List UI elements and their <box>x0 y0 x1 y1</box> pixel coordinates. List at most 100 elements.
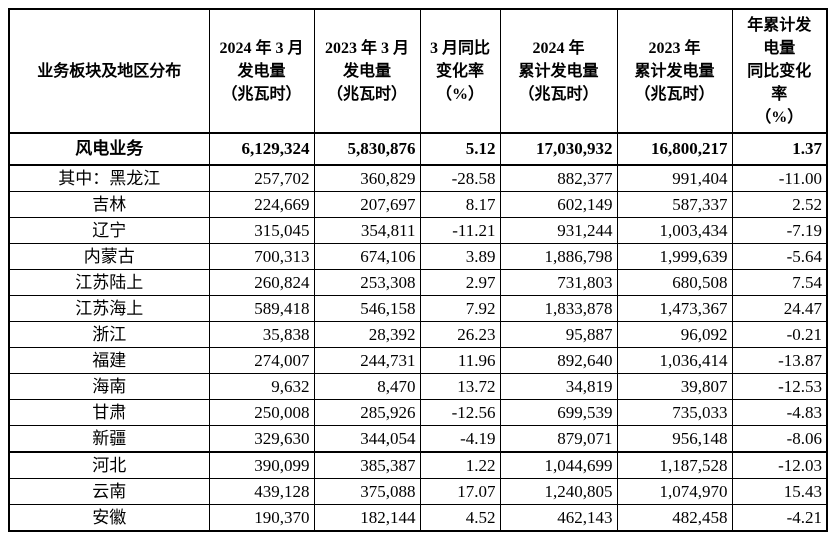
region-label: 云南 <box>8 478 210 505</box>
cell-2023-cumulative-generation: 39,807 <box>616 373 733 400</box>
cell-annual-yoy-change: -4.21 <box>731 504 828 532</box>
cell-annual-yoy-change: -13.87 <box>731 347 828 374</box>
cell-annual-yoy-change: -11.00 <box>731 164 828 192</box>
cell-2024-march-generation: 589,418 <box>208 295 315 322</box>
cell-2023-cumulative-generation: 16,800,217 <box>616 132 733 166</box>
cell-march-yoy-change: 7.92 <box>419 295 501 322</box>
summary-label: 风电业务 <box>8 132 210 166</box>
region-label: 河北 <box>8 451 210 479</box>
cell-2023-march-generation: 385,387 <box>313 451 421 479</box>
cell-2024-cumulative-generation: 1,044,699 <box>499 451 618 479</box>
cell-annual-yoy-change: 2.52 <box>731 191 828 218</box>
cell-march-yoy-change: -12.56 <box>419 399 501 426</box>
cell-2023-cumulative-generation: 1,074,970 <box>616 478 733 505</box>
cell-2024-cumulative-generation: 1,240,805 <box>499 478 618 505</box>
cell-march-yoy-change: 11.96 <box>419 347 501 374</box>
region-label: 江苏海上 <box>8 295 210 322</box>
column-header-2024-cumulative-generation: 2024 年 累计发电量 （兆瓦时） <box>499 8 618 134</box>
cell-2024-march-generation: 9,632 <box>208 373 315 400</box>
cell-2023-march-generation: 8,470 <box>313 373 421 400</box>
cell-2023-march-generation: 674,106 <box>313 243 421 270</box>
cell-annual-yoy-change: -7.19 <box>731 217 828 244</box>
cell-2023-cumulative-generation: 735,033 <box>616 399 733 426</box>
cell-2024-march-generation: 190,370 <box>208 504 315 532</box>
table-row: 内蒙古 700,313 674,106 3.89 1,886,798 1,999… <box>8 243 828 270</box>
column-header-region: 业务板块及地区分布 <box>8 8 210 134</box>
region-label: 甘肃 <box>8 399 210 426</box>
cell-2023-march-generation: 5,830,876 <box>313 132 421 166</box>
table-row: 浙江 35,838 28,392 26.23 95,887 96,092 -0.… <box>8 321 828 348</box>
cell-annual-yoy-change: -4.83 <box>731 399 828 426</box>
cell-2024-cumulative-generation: 931,244 <box>499 217 618 244</box>
power-generation-table: 业务板块及地区分布 2024 年 3 月 发电量 （兆瓦时） 2023 年 3 … <box>8 8 828 532</box>
cell-2024-march-generation: 274,007 <box>208 347 315 374</box>
cell-2024-cumulative-generation: 1,833,878 <box>499 295 618 322</box>
cell-2024-cumulative-generation: 602,149 <box>499 191 618 218</box>
cell-2024-march-generation: 6,129,324 <box>208 132 315 166</box>
cell-2023-cumulative-generation: 1,187,528 <box>616 451 733 479</box>
region-label: 海南 <box>8 373 210 400</box>
table-row: 辽宁 315,045 354,811 -11.21 931,244 1,003,… <box>8 217 828 244</box>
table-row: 云南 439,128 375,088 17.07 1,240,805 1,074… <box>8 478 828 505</box>
cell-2023-cumulative-generation: 680,508 <box>616 269 733 296</box>
cell-march-yoy-change: 17.07 <box>419 478 501 505</box>
cell-2023-march-generation: 344,054 <box>313 425 421 453</box>
table-row: 新疆 329,630 344,054 -4.19 879,071 956,148… <box>8 425 828 453</box>
cell-annual-yoy-change: 24.47 <box>731 295 828 322</box>
region-label: 辽宁 <box>8 217 210 244</box>
cell-annual-yoy-change: -12.53 <box>731 373 828 400</box>
cell-2023-cumulative-generation: 1,473,367 <box>616 295 733 322</box>
cell-2023-cumulative-generation: 587,337 <box>616 191 733 218</box>
cell-2023-cumulative-generation: 1,999,639 <box>616 243 733 270</box>
column-header-march-yoy-change: 3 月同比 变化率 （%） <box>419 8 501 134</box>
cell-march-yoy-change: -28.58 <box>419 164 501 192</box>
region-label: 江苏陆上 <box>8 269 210 296</box>
cell-2023-cumulative-generation: 1,003,434 <box>616 217 733 244</box>
cell-2024-march-generation: 250,008 <box>208 399 315 426</box>
cell-2023-march-generation: 244,731 <box>313 347 421 374</box>
cell-march-yoy-change: -11.21 <box>419 217 501 244</box>
cell-annual-yoy-change: -0.21 <box>731 321 828 348</box>
cell-2024-march-generation: 700,313 <box>208 243 315 270</box>
cell-march-yoy-change: 3.89 <box>419 243 501 270</box>
cell-2024-cumulative-generation: 699,539 <box>499 399 618 426</box>
region-label: 浙江 <box>8 321 210 348</box>
cell-2023-cumulative-generation: 991,404 <box>616 164 733 192</box>
table-row: 吉林 224,669 207,697 8.17 602,149 587,337 … <box>8 191 828 218</box>
cell-2023-march-generation: 354,811 <box>313 217 421 244</box>
cell-2023-march-generation: 182,144 <box>313 504 421 532</box>
cell-annual-yoy-change: 15.43 <box>731 478 828 505</box>
cell-2024-march-generation: 439,128 <box>208 478 315 505</box>
cell-2023-march-generation: 375,088 <box>313 478 421 505</box>
cell-2024-march-generation: 224,669 <box>208 191 315 218</box>
cell-march-yoy-change: 5.12 <box>419 132 501 166</box>
cell-2023-march-generation: 546,158 <box>313 295 421 322</box>
cell-2023-cumulative-generation: 96,092 <box>616 321 733 348</box>
cell-2024-cumulative-generation: 1,886,798 <box>499 243 618 270</box>
cell-2024-march-generation: 260,824 <box>208 269 315 296</box>
table-row: 福建 274,007 244,731 11.96 892,640 1,036,4… <box>8 347 828 374</box>
page: 业务板块及地区分布 2024 年 3 月 发电量 （兆瓦时） 2023 年 3 … <box>8 8 828 532</box>
region-label: 安徽 <box>8 504 210 532</box>
cell-annual-yoy-change: -12.03 <box>731 451 828 479</box>
cell-march-yoy-change: -4.19 <box>419 425 501 453</box>
column-header-annual-yoy-change: 年累计发 电量 同比变化 率 （%） <box>731 8 828 134</box>
table-row: 其中：黑龙江 257,702 360,829 -28.58 882,377 99… <box>8 164 828 192</box>
column-header-2023-march-generation: 2023 年 3 月 发电量 （兆瓦时） <box>313 8 421 134</box>
cell-2023-cumulative-generation: 482,458 <box>616 504 733 532</box>
column-header-2024-march-generation: 2024 年 3 月 发电量 （兆瓦时） <box>208 8 315 134</box>
cell-2024-march-generation: 390,099 <box>208 451 315 479</box>
table-row: 江苏海上 589,418 546,158 7.92 1,833,878 1,47… <box>8 295 828 322</box>
summary-row-wind-power: 风电业务 6,129,324 5,830,876 5.12 17,030,932… <box>8 132 828 166</box>
cell-march-yoy-change: 26.23 <box>419 321 501 348</box>
cell-2023-cumulative-generation: 1,036,414 <box>616 347 733 374</box>
table-row: 安徽 190,370 182,144 4.52 462,143 482,458 … <box>8 504 828 532</box>
cell-2023-march-generation: 285,926 <box>313 399 421 426</box>
cell-2023-march-generation: 207,697 <box>313 191 421 218</box>
table-row: 河北 390,099 385,387 1.22 1,044,699 1,187,… <box>8 451 828 479</box>
cell-2024-cumulative-generation: 462,143 <box>499 504 618 532</box>
cell-2023-march-generation: 28,392 <box>313 321 421 348</box>
region-label: 吉林 <box>8 191 210 218</box>
table-row: 海南 9,632 8,470 13.72 34,819 39,807 -12.5… <box>8 373 828 400</box>
cell-annual-yoy-change: 1.37 <box>731 132 828 166</box>
